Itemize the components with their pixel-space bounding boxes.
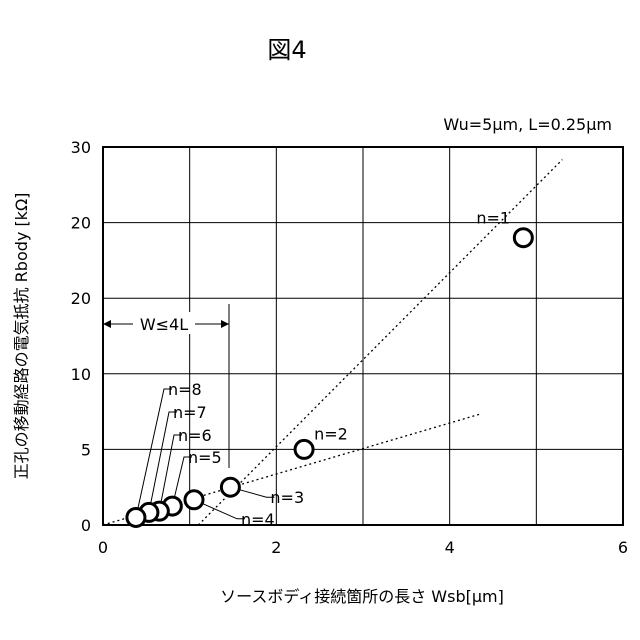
- data-point: [514, 229, 532, 247]
- y-axis-label: 正孔の移動経路の電気抵抗 Rbody [kΩ]: [12, 193, 31, 480]
- y-tick-label: 30: [71, 138, 91, 157]
- data-point-label: n=3: [270, 488, 304, 507]
- data-point-label: n=1: [476, 209, 510, 228]
- data-point: [127, 508, 145, 526]
- x-axis-label: ソースボディ接続箇所の長さ Wsb[μm]: [220, 587, 504, 606]
- x-tick-label: 4: [445, 538, 455, 557]
- x-tick-label: 0: [98, 538, 108, 557]
- data-point: [295, 440, 313, 458]
- data-point-label: n=7: [173, 403, 207, 422]
- y-tick-label: 20: [71, 214, 91, 233]
- data-point-label: n=2: [314, 424, 348, 443]
- data-point: [185, 491, 203, 509]
- conditions-label: Wu=5μm, L=0.25μm: [443, 115, 612, 134]
- data-point: [221, 478, 239, 496]
- x-tick-label: 6: [618, 538, 628, 557]
- y-tick-label: 5: [81, 440, 91, 459]
- data-point-label: n=4: [241, 510, 275, 529]
- x-tick-label: 2: [271, 538, 281, 557]
- y-tick-label: 10: [71, 365, 91, 384]
- data-point-label: n=6: [178, 426, 212, 445]
- data-point-label: n=8: [168, 380, 202, 399]
- y-tick-label: 20: [71, 289, 91, 308]
- figure-label: 図4: [267, 36, 306, 64]
- data-point-label: n=5: [188, 448, 222, 467]
- y-tick-label: 0: [81, 516, 91, 535]
- w-le-4l-label: W≤4L: [140, 315, 188, 334]
